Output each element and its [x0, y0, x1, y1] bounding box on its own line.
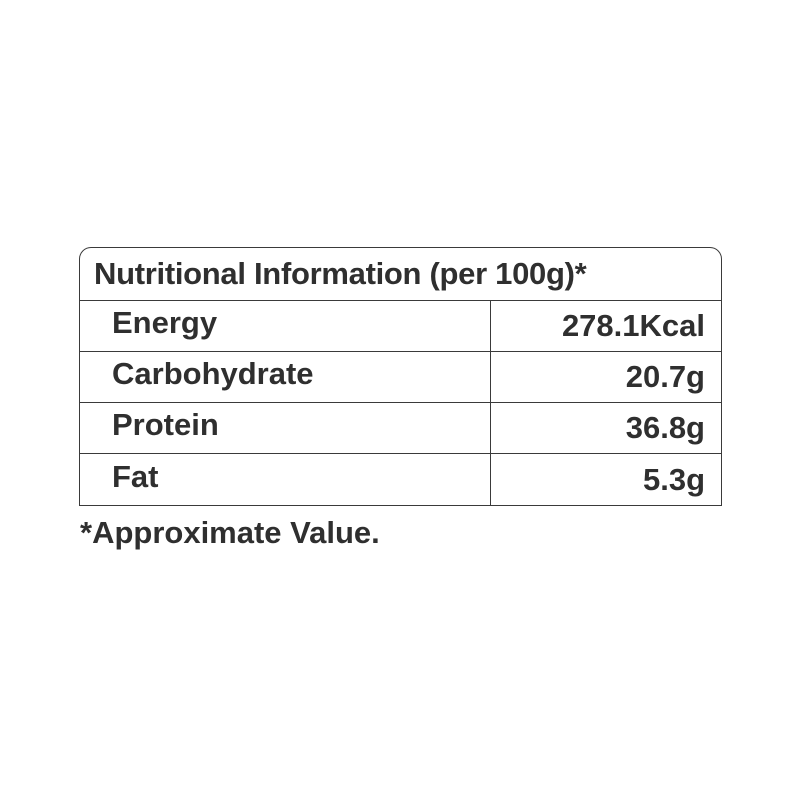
table-row-fat: Fat 5.3g: [80, 454, 721, 505]
row-value: 36.8g: [625, 410, 705, 445]
row-label: Fat: [80, 454, 491, 505]
table-row-protein: Protein 36.8g: [80, 403, 721, 454]
footnote: *Approximate Value.: [80, 515, 380, 550]
row-label: Protein: [80, 403, 491, 453]
row-value: 5.3g: [642, 461, 705, 497]
table-row-carbohydrate: Carbohydrate 20.7g: [80, 352, 721, 403]
table-row-energy: Energy 278.1Kcal: [80, 301, 721, 352]
row-value: 278.1Kcal: [561, 308, 705, 343]
nutrition-table: Nutritional Information (per 100g)* Ener…: [79, 247, 722, 506]
row-label: Energy: [80, 301, 491, 351]
row-value: 20.7g: [625, 359, 705, 394]
row-label: Carbohydrate: [80, 352, 491, 402]
table-title: Nutritional Information (per 100g)*: [80, 248, 721, 301]
